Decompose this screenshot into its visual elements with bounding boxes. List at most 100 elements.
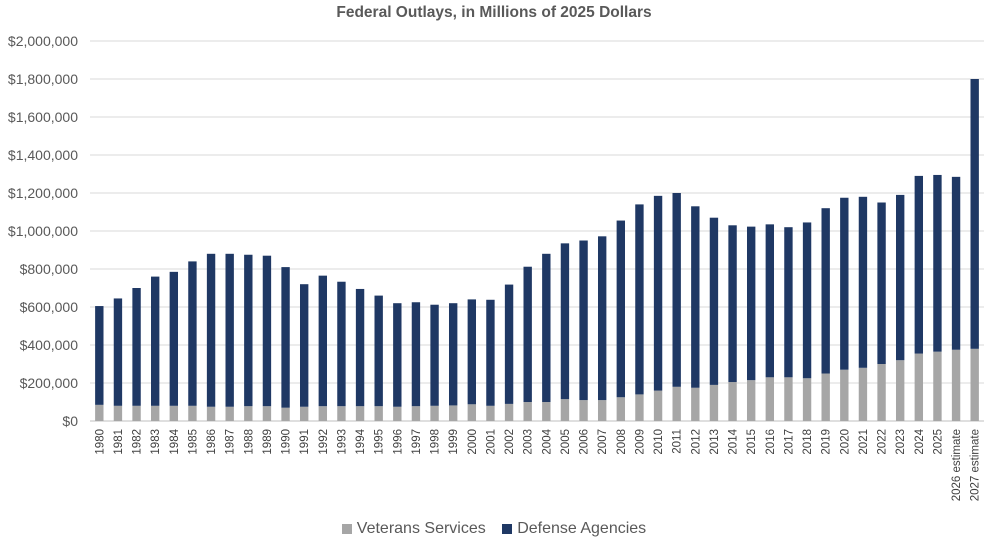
bar-defense	[914, 175, 924, 354]
x-tick-label: 2005	[560, 429, 572, 455]
x-tick-label: 2013	[709, 429, 721, 455]
x-tick-label: 2026 estimate	[951, 429, 963, 501]
bar-veterans	[802, 378, 812, 421]
x-tick-label: 1993	[336, 429, 348, 455]
bar-defense	[206, 253, 216, 407]
x-tick-label: 1995	[374, 429, 386, 455]
bar-defense	[448, 303, 458, 406]
x-tick-label: 2027 estimate	[970, 429, 982, 501]
bar-defense	[113, 298, 123, 406]
bar-defense	[467, 299, 477, 405]
legend-label-veterans: Veterans Services	[356, 520, 486, 537]
x-tick-label: 2018	[802, 429, 814, 455]
bar-defense	[337, 281, 346, 407]
bar-veterans	[150, 405, 160, 421]
y-tick-label: $200,000	[20, 375, 79, 391]
bar-veterans	[784, 377, 793, 421]
bar-defense	[802, 222, 812, 379]
legend-swatch-veterans	[341, 524, 352, 534]
y-tick-label: $0	[62, 413, 78, 429]
y-tick-label: $400,000	[20, 337, 79, 353]
bar-veterans	[728, 382, 737, 421]
bar-defense	[262, 255, 272, 407]
y-tick-label: $1,200,000	[8, 185, 78, 201]
bar-veterans	[709, 384, 719, 421]
x-tick-label: 1980	[94, 429, 106, 455]
bar-defense	[95, 306, 104, 405]
bar-defense	[709, 217, 719, 385]
legend-label-defense: Defense Agencies	[517, 520, 647, 537]
x-tick-label: 1992	[318, 429, 330, 455]
x-tick-label: 2006	[579, 429, 591, 455]
bar-defense	[616, 220, 626, 398]
y-tick-label: $1,400,000	[8, 147, 78, 163]
bar-veterans	[616, 397, 626, 421]
x-tick-label: 1996	[392, 429, 404, 455]
bar-defense	[486, 299, 495, 406]
x-tick-label: 1998	[430, 429, 442, 455]
bar-veterans	[411, 406, 421, 421]
bar-defense	[430, 304, 439, 406]
bar-defense	[821, 208, 830, 374]
x-tick-label: 2017	[783, 429, 795, 455]
x-tick-label: 1991	[299, 429, 311, 455]
bar-veterans	[244, 406, 253, 421]
bar-veterans	[430, 405, 439, 421]
chart-title: Federal Outlays, in Millions of 2025 Dol…	[336, 4, 652, 21]
bar-defense	[728, 225, 737, 383]
bar-defense	[672, 193, 681, 387]
bar-veterans	[486, 405, 495, 421]
bar-veterans	[132, 405, 141, 421]
bar-veterans	[597, 400, 607, 421]
x-tick-label: 1989	[262, 429, 274, 455]
bar-veterans	[262, 406, 272, 421]
x-tick-label: 1982	[132, 429, 144, 455]
bar-defense	[784, 227, 793, 378]
bar-veterans	[95, 404, 104, 421]
bar-defense	[411, 302, 421, 407]
bar-veterans	[113, 405, 123, 421]
x-tick-label: 2020	[839, 429, 851, 455]
bar-veterans	[337, 406, 346, 421]
bar-veterans	[691, 387, 700, 421]
bar-defense	[150, 276, 160, 406]
bar-defense	[765, 224, 775, 378]
bar-defense	[244, 254, 253, 407]
bar-veterans	[933, 351, 942, 421]
x-tick-label: 2024	[914, 428, 926, 454]
bar-veterans	[970, 348, 979, 421]
bar-veterans	[504, 403, 514, 421]
bar-veterans	[467, 404, 477, 421]
bar-veterans	[951, 349, 961, 421]
x-tick-label: 1981	[113, 429, 125, 455]
x-tick-label: 1986	[206, 429, 218, 455]
x-tick-label: 1985	[187, 429, 199, 455]
bar-defense	[132, 288, 141, 406]
bar-defense	[318, 275, 328, 407]
bar-veterans	[635, 394, 644, 421]
legend-swatch-defense	[502, 524, 513, 534]
bar-veterans	[169, 405, 179, 421]
bar-veterans	[206, 406, 216, 421]
bar-veterans	[765, 377, 775, 421]
x-tick-label: 1987	[225, 429, 237, 455]
bar-defense	[597, 236, 607, 401]
x-tick-label: 1997	[411, 429, 423, 455]
y-tick-label: $2,000,000	[8, 33, 78, 49]
bar-veterans	[281, 407, 290, 421]
y-tick-label: $1,600,000	[8, 109, 78, 125]
bar-defense	[653, 195, 663, 391]
bar-defense	[635, 204, 644, 395]
bar-defense	[691, 206, 700, 388]
x-tick-label: 2015	[746, 429, 758, 455]
bar-veterans	[914, 353, 924, 421]
bar-veterans	[746, 380, 756, 421]
x-tick-label: 2011	[672, 429, 684, 454]
legend: Veterans Services Defense Agencies	[0, 520, 988, 539]
bar-veterans	[448, 405, 458, 421]
y-tick-label: $1,000,000	[8, 223, 78, 239]
bar-veterans	[188, 405, 197, 421]
bar-veterans	[877, 364, 886, 421]
bar-veterans	[560, 399, 570, 421]
